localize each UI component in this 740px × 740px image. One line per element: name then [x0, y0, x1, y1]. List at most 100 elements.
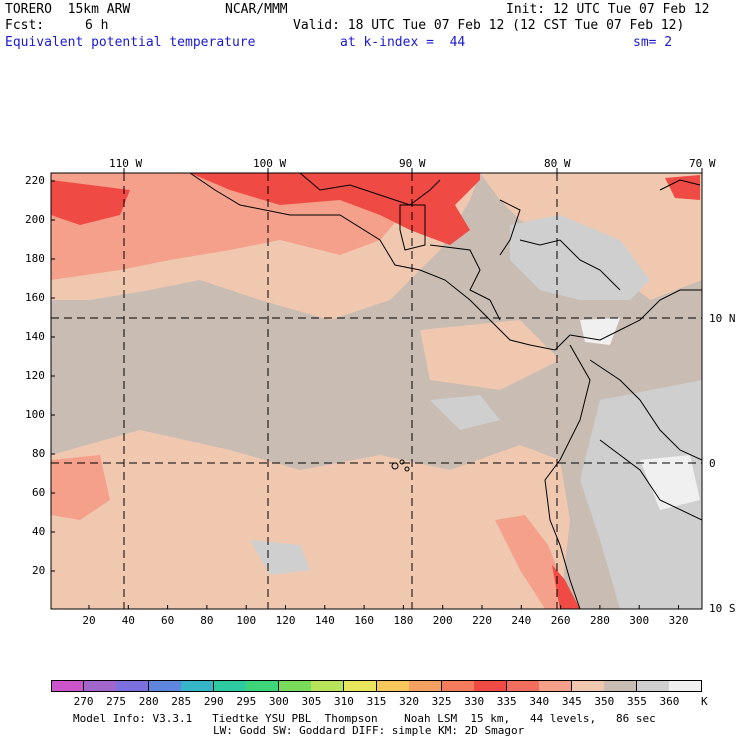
colorbar-label: 330	[464, 695, 485, 708]
field-name: Equivalent potential temperature	[5, 35, 256, 50]
colorbar-label: 310	[334, 695, 354, 708]
salmon-region-west	[51, 455, 110, 520]
colorbar-label: 315	[366, 695, 387, 708]
grey-region-pacific	[430, 395, 500, 430]
colorbar-swatch	[539, 680, 573, 692]
y-tick-label: 100	[25, 408, 45, 421]
colorbar-label: 345	[561, 695, 582, 708]
model-name: TORERO 15km ARW	[5, 2, 131, 17]
x-tick-label: 80	[200, 614, 214, 627]
colorbar-swatch	[441, 680, 475, 692]
init-time: Init: 12 UTC Tue 07 Feb 12	[506, 2, 710, 17]
y-tick-label: 180	[25, 252, 45, 265]
lat-label-10s: 10 S	[709, 602, 736, 615]
colorbar-swatch	[669, 680, 703, 692]
x-tick-label: 300	[629, 614, 650, 627]
colorbar-swatch	[506, 680, 540, 692]
y-tick-label: 120	[25, 369, 45, 382]
forecast-label: Fcst:	[5, 18, 45, 33]
lon-label-100w: 100 W	[253, 157, 287, 170]
y-tick-label: 200	[25, 213, 45, 226]
colorbar-swatch	[343, 680, 377, 692]
lat-label-0: 0	[709, 457, 716, 470]
colorbar-swatch	[213, 680, 247, 692]
lon-label-70w: 70 W	[689, 157, 716, 170]
colorbar-swatch	[409, 680, 443, 692]
lat-label-10n: 10 N	[709, 312, 736, 325]
colorbar-swatch	[51, 680, 85, 692]
x-tick-label: 40	[121, 614, 135, 627]
colorbar-unit: K	[701, 695, 708, 708]
lat-lon-grid	[51, 173, 702, 609]
x-axis-ticks	[88, 605, 679, 609]
y-tick-label: 20	[32, 564, 46, 577]
theta-e-map	[50, 168, 703, 610]
valid-time: Valid: 18 UTC Tue 07 Feb 12 (12 CST Tue …	[293, 18, 685, 33]
x-tick-label: 20	[82, 614, 96, 627]
colorbar-swatch	[636, 680, 670, 692]
y-tick-label: 140	[25, 330, 45, 343]
x-tick-label: 280	[590, 614, 610, 627]
org-name: NCAR/MMM	[225, 2, 288, 17]
x-tick-label: 260	[550, 614, 571, 627]
y-axis-ticks	[51, 180, 55, 572]
colorbar-label: 335	[496, 695, 517, 708]
x-tick-label: 200	[432, 614, 453, 627]
x-tick-label: 240	[511, 614, 532, 627]
physics-info: LW: Godd SW: Goddard DIFF: simple KM: 2D…	[213, 724, 525, 737]
colorbar-label: 290	[203, 695, 224, 708]
colorbar-swatch	[83, 680, 117, 692]
grey-region-amazon	[580, 380, 702, 609]
smoothing-info: sm= 2	[633, 35, 673, 50]
y-tick-label: 160	[25, 291, 45, 304]
x-tick-label: 100	[236, 614, 257, 627]
y-tick-label: 220	[25, 174, 45, 187]
model-info: Model Info: V3.3.1 Tiedtke YSU PBL Thomp…	[73, 712, 656, 725]
colorbar-label: 300	[268, 695, 289, 708]
red-region-mexico	[51, 173, 480, 245]
y-tick-label: 80	[32, 447, 46, 460]
lon-label-80w: 80 W	[544, 157, 571, 170]
colorbar-swatch	[246, 680, 280, 692]
colorbar-label: 355	[626, 695, 647, 708]
grey-region-mid	[250, 540, 310, 575]
colorbar-label: 305	[301, 695, 322, 708]
x-tick-label: 160	[354, 614, 375, 627]
warm-region-mid	[420, 320, 560, 390]
colorbar-swatch	[376, 680, 410, 692]
colorbar-swatch	[148, 680, 182, 692]
colorbar-swatch	[311, 680, 345, 692]
x-tick-label: 180	[393, 614, 414, 627]
colorbar-label: 360	[659, 695, 680, 708]
x-tick-label: 140	[314, 614, 335, 627]
map-frame	[50, 172, 703, 610]
colorbar-swatch	[474, 680, 508, 692]
colorbar-label: 285	[171, 695, 192, 708]
y-tick-label: 40	[32, 525, 46, 538]
red-region-peru	[552, 565, 580, 609]
colorbar-swatch	[571, 680, 605, 692]
level-info: at k-index = 44	[340, 35, 466, 50]
x-tick-label: 220	[472, 614, 492, 627]
coastlines	[189, 173, 702, 609]
y-tick-label: 60	[32, 486, 46, 499]
colorbar-label: 275	[106, 695, 127, 708]
salmon-region-southcoast	[495, 515, 575, 609]
colorbar-label: 350	[594, 695, 615, 708]
colorbar-label: 270	[73, 695, 94, 708]
white-region	[640, 455, 700, 510]
colorbar-label: 325	[431, 695, 452, 708]
x-tick-label: 120	[275, 614, 296, 627]
lon-label-110w: 110 W	[109, 157, 143, 170]
lon-label-90w: 90 W	[399, 157, 426, 170]
grey-region-caribbean	[510, 215, 650, 300]
lon-ticks	[123, 168, 703, 173]
colorbar-swatch	[116, 680, 150, 692]
red-region-gulf	[51, 180, 130, 225]
red-region-caribbean	[665, 175, 700, 200]
colorbar-swatch	[181, 680, 215, 692]
x-tick-label: 60	[161, 614, 175, 627]
colorbar-label: 280	[138, 695, 159, 708]
colorbar-label: 320	[399, 695, 419, 708]
colorbar-swatch	[278, 680, 312, 692]
